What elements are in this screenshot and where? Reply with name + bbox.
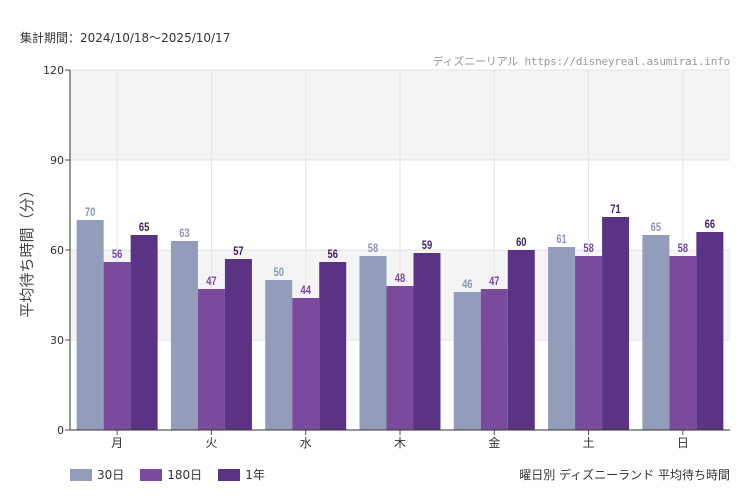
- y-axis-title: 平均待ち時間（分）: [18, 182, 36, 317]
- x-tick-label: 火: [205, 436, 217, 450]
- data-label: 65: [651, 221, 661, 234]
- data-label: 61: [556, 233, 566, 246]
- data-label: 44: [301, 284, 311, 297]
- bar: [130, 235, 158, 430]
- legend-swatch-30d: [70, 468, 92, 481]
- legend: 30日 180日 1年: [70, 466, 265, 483]
- data-label: 71: [610, 203, 620, 216]
- period-label: 集計期間：2024/10/18〜2025/10/17: [20, 31, 231, 45]
- legend-label-1y: 1年: [245, 468, 265, 482]
- legend-item-30d[interactable]: 30日: [70, 466, 124, 483]
- bar: [480, 289, 508, 430]
- bar: [453, 292, 481, 430]
- bar: [359, 256, 387, 430]
- legend-swatch-1y: [218, 468, 241, 481]
- bar: [507, 250, 535, 430]
- legend-label-180d: 180日: [167, 468, 203, 482]
- bar: [319, 262, 347, 430]
- y-tick-label: 120: [43, 64, 64, 77]
- data-label: 65: [139, 221, 149, 234]
- chart-title: 曜日別 ディズニーランド 平均待ち時間: [519, 468, 730, 482]
- x-tick-label: 月: [111, 436, 123, 450]
- x-tick-label: 金: [488, 435, 500, 450]
- data-label: 56: [112, 248, 122, 261]
- bar: [642, 235, 670, 430]
- bar: [103, 262, 131, 430]
- legend-swatch-180d: [140, 468, 163, 481]
- data-label: 48: [395, 272, 405, 285]
- bar: [170, 241, 198, 430]
- y-tick-label: 0: [57, 424, 64, 437]
- legend-label-30d: 30日: [97, 468, 125, 482]
- x-tick-label: 水: [300, 436, 312, 450]
- data-label: 70: [85, 206, 95, 219]
- data-label: 60: [516, 236, 526, 249]
- data-label: 58: [368, 242, 378, 255]
- x-tick-label: 木: [394, 436, 406, 450]
- data-label: 47: [206, 275, 216, 288]
- y-tick-label: 30: [50, 334, 64, 347]
- data-label: 59: [422, 239, 432, 252]
- bar: [575, 256, 603, 430]
- bar: [548, 247, 576, 430]
- data-label: 57: [233, 245, 243, 258]
- site-credit: ディズニーリアル https://disneyreal.asumirai.inf…: [432, 55, 731, 68]
- data-label: 66: [705, 218, 715, 231]
- bar: [224, 259, 252, 430]
- bar: [197, 289, 225, 430]
- data-label: 63: [179, 227, 189, 240]
- data-label: 56: [328, 248, 338, 261]
- bar: [386, 286, 414, 430]
- y-tick-label: 60: [50, 244, 64, 257]
- legend-item-1y[interactable]: 1年: [218, 466, 265, 483]
- bar: [265, 280, 293, 430]
- data-label: 46: [462, 278, 472, 291]
- legend-item-180d[interactable]: 180日: [140, 466, 202, 483]
- data-label: 58: [583, 242, 593, 255]
- data-label: 50: [274, 266, 284, 279]
- bar: [413, 253, 441, 430]
- data-label: 58: [678, 242, 688, 255]
- data-label: 47: [489, 275, 499, 288]
- bar: [669, 256, 697, 430]
- x-tick-label: 日: [677, 436, 689, 450]
- y-tick-label: 90: [50, 154, 64, 167]
- bar: [76, 220, 104, 430]
- x-tick-label: 土: [583, 436, 595, 450]
- bar: [602, 217, 630, 430]
- bar: [696, 232, 724, 430]
- bar: [292, 298, 320, 430]
